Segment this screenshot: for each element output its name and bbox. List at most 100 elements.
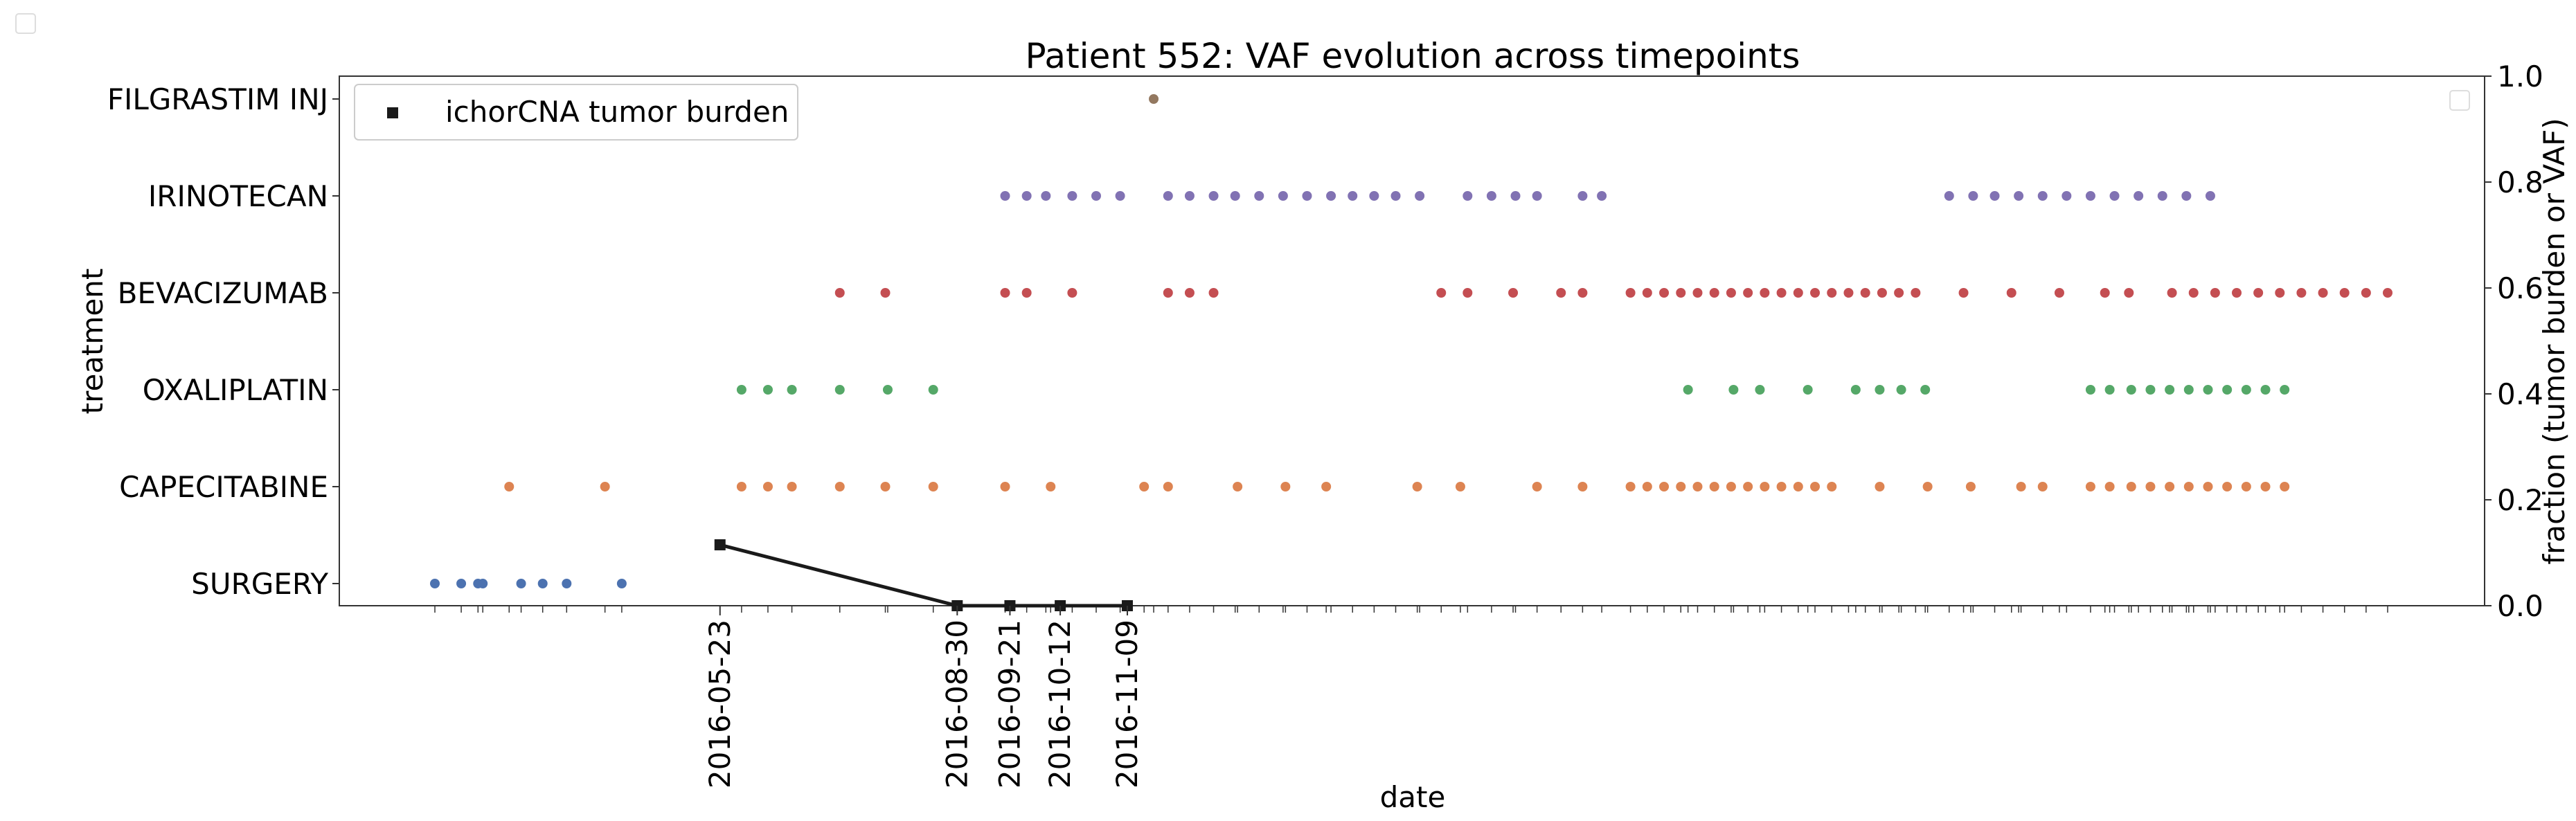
treatment-point <box>834 288 845 298</box>
treatment-point <box>1877 288 1887 298</box>
treatment-point <box>1000 191 1010 201</box>
category-label: IRINOTECAN <box>148 179 328 213</box>
treatment-point <box>1709 482 1719 491</box>
treatment-point <box>1843 288 1854 298</box>
category-label: FILGRASTIM INJ <box>107 82 328 116</box>
treatment-point <box>1139 482 1150 491</box>
treatment-point <box>2134 191 2144 201</box>
right-tick-label: 0.4 <box>2497 377 2543 411</box>
treatment-point <box>2241 482 2251 491</box>
treatment-point <box>1625 482 1636 491</box>
treatment-point <box>2241 385 2251 395</box>
treatment-point <box>1163 288 1173 298</box>
treatment-point <box>2383 288 2392 298</box>
treatment-point <box>537 579 548 588</box>
treatment-point <box>2037 191 2048 201</box>
treatment-point <box>1184 288 1195 298</box>
treatment-point <box>2100 288 2110 298</box>
treatment-point <box>2061 191 2072 201</box>
treatment-point <box>2126 482 2136 491</box>
treatment-point <box>1000 288 1010 298</box>
x-tick-label: 2016-11-09 <box>1110 620 1144 788</box>
treatment-point <box>1944 191 1954 201</box>
treatment-point <box>1709 288 1719 298</box>
treatment-point <box>1280 482 1291 491</box>
treatment-point <box>2054 288 2064 298</box>
treatment-point <box>1803 385 1813 395</box>
category-label: OXALIPLATIN <box>143 373 328 407</box>
treatment-point <box>1659 482 1670 491</box>
treatment-point <box>2318 288 2328 298</box>
treatment-point <box>1233 482 1243 491</box>
treatment-point <box>2181 191 2192 201</box>
treatment-point <box>2006 288 2016 298</box>
treatment-point <box>787 482 797 491</box>
treatment-point <box>2275 288 2285 298</box>
treatment-point <box>1676 288 1686 298</box>
treatment-point <box>2109 191 2120 201</box>
tumor-burden-series <box>714 539 1133 611</box>
treatment-point <box>1642 288 1652 298</box>
treatment-point <box>2145 482 2156 491</box>
treatment-point <box>1911 288 1921 298</box>
category-label: CAPECITABINE <box>119 470 328 504</box>
treatment-point <box>2183 385 2194 395</box>
treatment-point <box>2222 482 2233 491</box>
treatment-point <box>1163 482 1173 491</box>
treatment-point <box>2339 288 2350 298</box>
treatment-point <box>2165 482 2175 491</box>
treatment-point <box>1455 482 1465 491</box>
y-axis-label-right: fraction (tumor burden or VAF) <box>2537 118 2571 564</box>
treatment-point <box>1894 288 1904 298</box>
category-label: BEVACIZUMAB <box>118 276 328 310</box>
treatment-point <box>456 579 467 588</box>
treatment-point <box>2260 385 2271 395</box>
treatment-point <box>1958 288 1969 298</box>
treatment-point <box>1463 191 1473 201</box>
legend-label: ichorCNA tumor burden <box>445 95 789 129</box>
x-axis-label: date <box>1380 780 1446 814</box>
treatment-point <box>1683 385 1693 395</box>
treatment-point <box>1760 288 1770 298</box>
treatment-point <box>1208 288 1219 298</box>
treatment-point <box>1726 482 1736 491</box>
treatment-point <box>2104 482 2115 491</box>
treatment-point <box>2037 482 2048 491</box>
treatment-point <box>762 385 773 395</box>
treatment-point <box>1577 482 1588 491</box>
treatment-point <box>1412 482 1422 491</box>
treatment-point <box>478 579 488 588</box>
treatment-point <box>1676 482 1686 491</box>
treatment-point <box>1577 191 1588 201</box>
treatment-point <box>2361 288 2371 298</box>
treatment-point <box>882 385 893 395</box>
treatment-point <box>1860 288 1870 298</box>
treatment-point <box>504 482 515 491</box>
treatment-point <box>1021 288 1032 298</box>
treatment-point <box>1922 482 1933 491</box>
treatment-point <box>928 385 938 395</box>
right-tick-label: 0.2 <box>2497 483 2543 517</box>
treatment-point <box>2126 385 2136 395</box>
treatment-point <box>600 482 610 491</box>
treatment-point <box>2296 288 2307 298</box>
treatment-point <box>1642 482 1652 491</box>
x-minor-ticks <box>434 606 2388 613</box>
treatment-point <box>1510 191 1521 201</box>
treatment-point <box>1321 482 1332 491</box>
treatment-point <box>1875 385 1885 395</box>
treatment-point <box>2203 482 2213 491</box>
treatment-point <box>2205 191 2215 201</box>
treatment-point <box>787 385 797 395</box>
treatment-point <box>1692 288 1703 298</box>
treatment-point <box>1532 191 1542 201</box>
treatment-point <box>762 482 773 491</box>
treatment-point <box>1920 385 1931 395</box>
y-axis-label-left: treatment <box>75 269 109 415</box>
treatment-point <box>1463 288 1473 298</box>
treatment-point <box>1067 191 1077 201</box>
treatment-point <box>2165 385 2175 395</box>
treatment-point <box>1776 482 1787 491</box>
treatment-point <box>834 385 845 395</box>
treatment-point <box>516 579 526 588</box>
